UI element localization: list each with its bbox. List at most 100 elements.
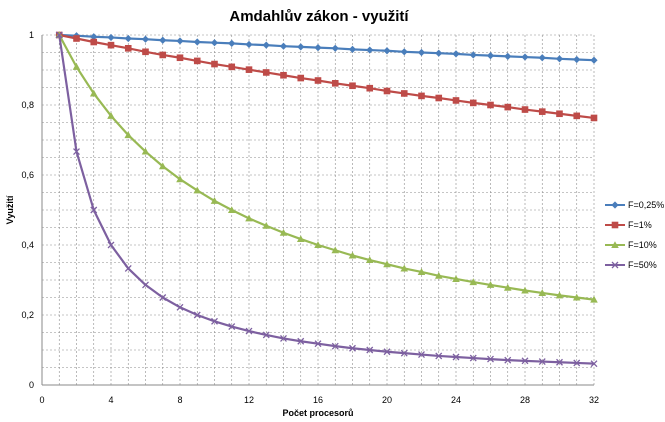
data-point — [227, 206, 236, 213]
x-tick-label: 24 — [451, 395, 461, 405]
data-point — [210, 197, 219, 204]
legend-marker — [611, 201, 619, 209]
data-point — [435, 352, 443, 360]
data-point — [124, 131, 133, 139]
data-point — [159, 36, 167, 44]
data-point — [141, 35, 150, 43]
data-point — [193, 186, 202, 194]
data-point — [158, 162, 167, 170]
data-point — [348, 251, 357, 259]
data-point — [90, 206, 98, 214]
data-point — [400, 349, 408, 357]
data-point — [90, 33, 98, 41]
data-point — [331, 246, 340, 254]
legend-item: F=50% — [605, 260, 657, 270]
data-point — [90, 38, 98, 46]
data-point — [504, 103, 512, 111]
data-point — [193, 311, 201, 319]
data-point — [383, 348, 391, 356]
data-point — [159, 51, 167, 59]
data-point — [314, 44, 322, 52]
data-point — [279, 228, 288, 236]
data-point — [538, 54, 546, 62]
data-point — [314, 241, 322, 248]
data-point — [349, 344, 356, 352]
data-point — [538, 358, 546, 366]
data-point — [452, 97, 460, 104]
data-point — [297, 337, 305, 345]
y-tick-label: 0,6 — [21, 170, 34, 180]
data-point — [400, 48, 408, 56]
data-point — [555, 291, 564, 299]
data-point — [107, 41, 115, 49]
data-point — [211, 60, 218, 68]
data-point — [366, 46, 374, 54]
y-tick-label: 0,2 — [21, 310, 34, 320]
data-point — [435, 49, 443, 57]
data-point — [521, 106, 529, 113]
data-point — [245, 214, 253, 222]
y-tick-label: 0,4 — [21, 240, 34, 250]
data-point — [590, 114, 598, 122]
data-point — [297, 74, 305, 82]
x-tick-label: 0 — [39, 395, 44, 405]
data-point — [89, 89, 98, 97]
data-point — [365, 256, 374, 264]
data-point — [245, 327, 253, 335]
data-point — [262, 221, 271, 229]
data-point — [280, 334, 287, 342]
data-point — [452, 275, 460, 282]
data-point — [296, 235, 305, 243]
data-point — [417, 48, 426, 57]
x-tick-label: 20 — [382, 395, 392, 405]
grid — [42, 34, 595, 385]
data-point — [331, 44, 339, 52]
data-point — [107, 33, 115, 42]
legend-label: F=50% — [628, 260, 657, 270]
x-tick-label: 16 — [313, 395, 323, 405]
data-point — [573, 112, 581, 120]
data-point — [418, 351, 425, 359]
legend-item: F=10% — [605, 240, 657, 250]
data-point — [228, 39, 236, 47]
data-point — [538, 289, 547, 296]
data-point — [73, 35, 80, 42]
data-point — [245, 40, 253, 49]
data-point — [228, 323, 236, 331]
x-tick-label: 8 — [177, 395, 182, 405]
legend-label: F=10% — [628, 240, 657, 250]
data-point — [383, 87, 391, 95]
data-point — [297, 43, 305, 51]
data-point — [107, 241, 115, 249]
legend-label: F=1% — [628, 220, 652, 230]
data-point — [331, 342, 339, 350]
legend-marker — [611, 241, 619, 248]
data-point — [504, 356, 512, 364]
data-point — [349, 82, 356, 90]
data-point — [210, 39, 219, 47]
data-point — [211, 317, 218, 325]
data-point — [73, 148, 80, 156]
data-point — [556, 110, 563, 118]
legend-label: F=0,25% — [628, 200, 664, 210]
x-tick-label: 4 — [108, 395, 113, 405]
data-point — [55, 31, 63, 39]
data-point — [72, 63, 81, 70]
x-axis-title: Počet procesorů — [282, 408, 353, 418]
x-tick-label: 32 — [589, 395, 599, 405]
data-point — [590, 295, 598, 303]
chart-title: Amdahlův zákon - využití — [229, 8, 409, 25]
data-point — [400, 264, 409, 272]
legend-item: F=0,25% — [605, 200, 664, 210]
data-point — [366, 84, 374, 92]
series-4 — [55, 31, 598, 368]
data-point — [193, 57, 201, 65]
y-tick-label: 0,8 — [21, 100, 34, 110]
legend-item: F=1% — [605, 220, 652, 230]
data-point — [383, 47, 391, 55]
data-point — [521, 357, 529, 365]
data-point — [193, 38, 201, 46]
data-point — [418, 92, 425, 100]
series-line — [58, 34, 595, 365]
